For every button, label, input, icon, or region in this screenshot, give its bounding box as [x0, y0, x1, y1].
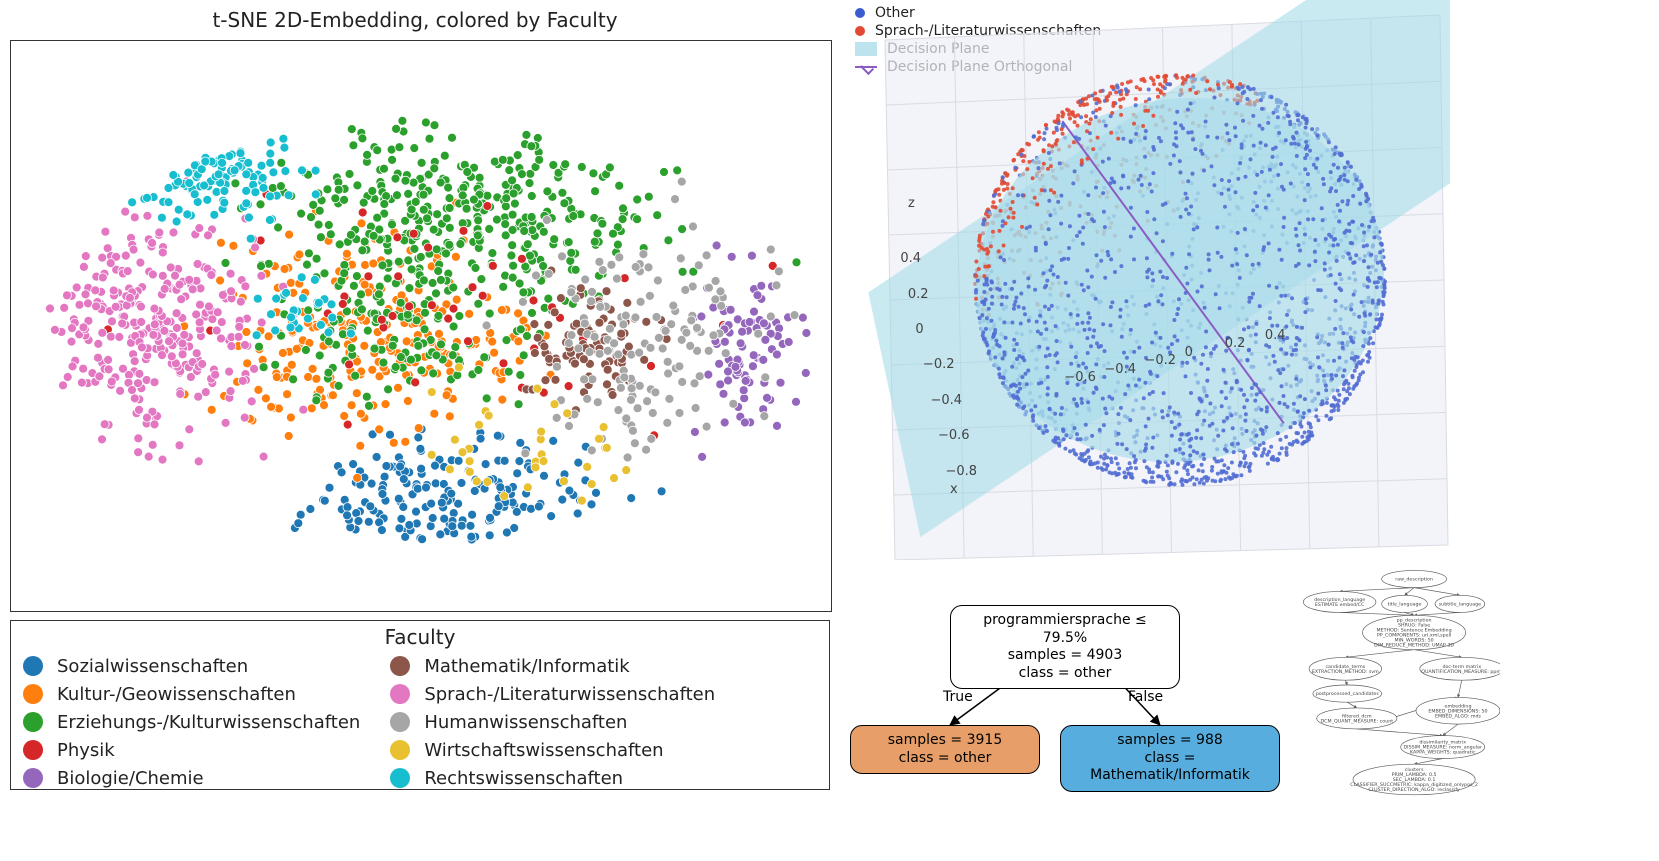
z-tick-label: 0.4 — [900, 251, 921, 266]
tsne-scatter-svg — [11, 41, 831, 611]
dtree-node-line: class = other — [861, 750, 1029, 768]
z-tick-label: −0.6 — [938, 428, 970, 443]
plot3d-svg — [850, 0, 1450, 560]
x-axis-label: x — [950, 482, 958, 497]
faculty-legend-item: Erziehungs-/Kulturwissenschaften — [23, 709, 360, 735]
faculty-legend-item: Wirtschaftswissenschaften — [390, 737, 715, 763]
figure-root: t-SNE 2D-Embedding, colored by Faculty F… — [0, 0, 1659, 861]
z-tick-label: 0.2 — [908, 287, 929, 302]
x-tick-label: −0.6 — [1064, 370, 1096, 385]
faculty-legend-item: Biologie/Chemie — [23, 765, 360, 791]
x-tick-label: 0 — [1185, 345, 1193, 360]
legend-label: Erziehungs-/Kulturwissenschaften — [57, 712, 360, 733]
decision-tree: programmiersprache ≤ 79.5%samples = 4903… — [840, 605, 1280, 805]
x-tick-label: −0.4 — [1104, 362, 1136, 377]
dtree-node-line: samples = 3915 — [861, 732, 1029, 750]
legend-swatch — [390, 656, 410, 676]
dtree-node-line: programmiersprache ≤ 79.5% — [961, 612, 1169, 647]
legend-swatch — [390, 712, 410, 732]
dtree-node-line: samples = 988 — [1071, 732, 1269, 750]
legend-swatch — [23, 684, 43, 704]
legend-label: Sprach-/Literaturwissenschaften — [424, 684, 715, 705]
legend-swatch — [390, 684, 410, 704]
z-axis-label: z — [908, 196, 915, 211]
legend-label: Physik — [57, 740, 115, 761]
faculty-legend-item: Kultur-/Geowissenschaften — [23, 681, 360, 707]
x-tick-label: 0.4 — [1265, 328, 1286, 343]
flow-node-label: ESTIMATE embed/CC — [1315, 602, 1365, 608]
flow-node-label: raw_description — [1395, 577, 1433, 583]
faculty-legend-title: Faculty — [23, 625, 817, 649]
x-tick-label: 0.2 — [1225, 336, 1246, 351]
flow-node-label: KAPPA_WEIGHTS: quadratic — [1410, 750, 1476, 756]
faculty-legend-item: Sprach-/Literaturwissenschaften — [390, 681, 715, 707]
flow-node-label: EXTRACTION_METHOD: svm — [1312, 669, 1379, 675]
faculty-legend-item: Humanwissenschaften — [390, 709, 715, 735]
legend-label: Wirtschaftswissenschaften — [424, 740, 663, 761]
dtree-node-line: samples = 4903 — [961, 647, 1169, 665]
x-tick-label: −0.2 — [1145, 353, 1177, 368]
legend-label: Biologie/Chemie — [57, 768, 204, 789]
flow-node-label: DCM_QUANT_MEASURE: count — [1320, 718, 1393, 724]
faculty-legend: Faculty Sozialwissenschaften Kultur-/Geow… — [10, 620, 830, 790]
tsne-title: t-SNE 2D-Embedding, colored by Faculty — [0, 8, 830, 32]
z-tick-label: −0.2 — [923, 357, 955, 372]
tsne-scatter-frame — [10, 40, 832, 612]
plot3d-container — [850, 0, 1450, 560]
dtree-left-leaf: samples = 3915class = other — [850, 725, 1040, 774]
faculty-legend-item: Mathematik/Informatik — [390, 653, 715, 679]
dtree-node-line: class = Mathematik/Informatik — [1071, 750, 1269, 785]
legend-swatch — [390, 768, 410, 788]
legend-swatch — [23, 740, 43, 760]
legend-swatch — [23, 656, 43, 676]
z-tick-label: −0.4 — [930, 393, 962, 408]
flow-node-label: postprocessed_candidates — [1316, 691, 1380, 697]
z-tick-label: −0.8 — [946, 464, 978, 479]
dtree-edge-true: True — [943, 689, 973, 705]
z-tick-label: 0 — [915, 322, 923, 337]
flow-node-label: subtitle_language — [1439, 601, 1481, 607]
faculty-legend-item: Sozialwissenschaften — [23, 653, 360, 679]
pipeline-flow-svg: raw_descriptiondescription_languageESTIM… — [1290, 560, 1500, 810]
legend-swatch — [23, 712, 43, 732]
flow-node-label: CLUSTER_DIRECTION_ALGO: reclassify — [1368, 787, 1460, 793]
legend-swatch — [23, 768, 43, 788]
flow-node-label: EMBED_ALGO: mds — [1435, 713, 1482, 719]
flow-node-label: QUANTIFICATION_MEASURE: ppmi — [1421, 669, 1500, 675]
legend-label: Rechtswissenschaften — [424, 768, 623, 789]
legend-label: Humanwissenschaften — [424, 712, 627, 733]
dtree-node-line: class = other — [961, 665, 1169, 683]
dtree-root-node: programmiersprache ≤ 79.5%samples = 4903… — [950, 605, 1180, 689]
flow-node-label: DIM_REDUCE_METHOD: UMAP 3D — [1374, 642, 1454, 648]
pipeline-flow-diagram: raw_descriptiondescription_languageESTIM… — [1290, 560, 1500, 810]
legend-label: Kultur-/Geowissenschaften — [57, 684, 296, 705]
legend-swatch — [390, 740, 410, 760]
legend-label: Mathematik/Informatik — [424, 656, 629, 677]
flow-node-label: title_language — [1388, 601, 1422, 607]
faculty-legend-item: Physik — [23, 737, 360, 763]
dtree-edge-false: False — [1128, 689, 1163, 705]
dtree-right-leaf: samples = 988class = Mathematik/Informat… — [1060, 725, 1280, 792]
legend-label: Sozialwissenschaften — [57, 656, 248, 677]
faculty-legend-item: Rechtswissenschaften — [390, 765, 715, 791]
